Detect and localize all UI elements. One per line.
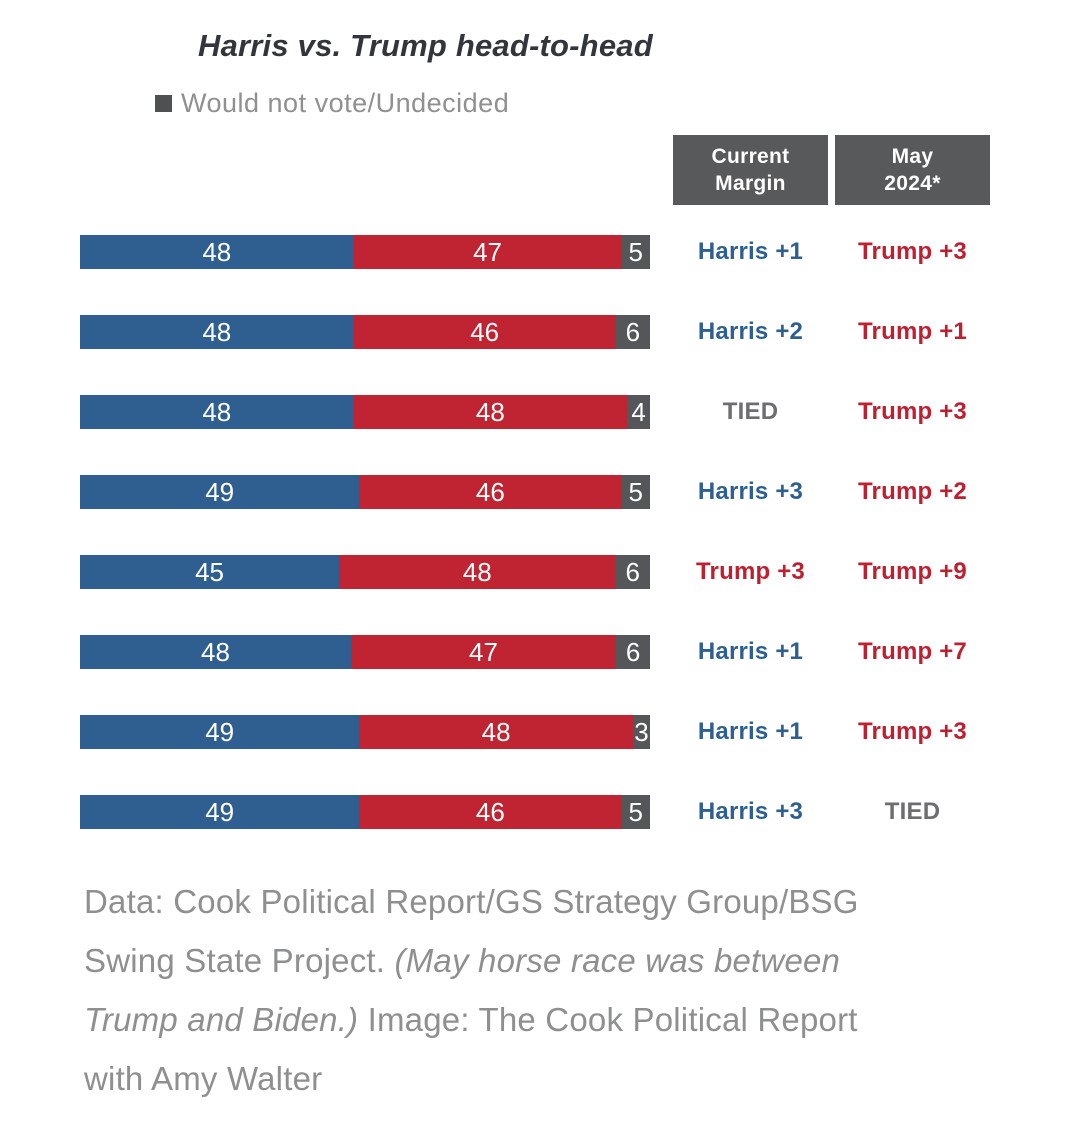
may-2024-value: Trump +9 xyxy=(858,558,967,585)
stacked-bar: 48 48 4 xyxy=(80,395,650,429)
harris-segment: 49 xyxy=(80,715,360,749)
stacked-bar: 49 48 3 xyxy=(80,715,650,749)
may-2024-value: Trump +1 xyxy=(858,318,967,345)
undecided-value: 5 xyxy=(628,236,643,267)
harris-value: 49 xyxy=(205,476,235,507)
footer-line: Data: Cook Political Report/GS Strategy … xyxy=(84,872,1044,931)
current-margin-value: Harris +3 xyxy=(697,798,804,825)
undecided-segment: 5 xyxy=(621,475,650,509)
trump-segment: 46 xyxy=(359,795,622,829)
column-header-current-margin: Current Margin xyxy=(673,135,828,205)
footer-run: (May horse race was between xyxy=(394,942,841,979)
stacked-bar: 49 46 5 xyxy=(80,475,650,509)
undecided-value: 5 xyxy=(628,796,643,827)
footer-run: Swing State Project. xyxy=(84,942,395,979)
footer-run: with Amy Walter xyxy=(84,1060,323,1097)
bar-row: 48 48 4 TIED Trump +3 xyxy=(0,372,1080,452)
current-margin-value: Trump +3 xyxy=(696,558,805,585)
trump-value: 48 xyxy=(481,716,511,747)
undecided-value: 6 xyxy=(625,556,640,587)
trump-segment: 47 xyxy=(353,235,622,269)
undecided-segment: 6 xyxy=(615,555,650,589)
undecided-segment: 5 xyxy=(621,795,650,829)
may-2024-value: Trump +3 xyxy=(858,718,967,745)
legend-label: Would not vote/Undecided xyxy=(181,88,510,118)
may-2024-value: TIED xyxy=(884,798,941,825)
may-2024-value: Trump +3 xyxy=(858,398,967,425)
bar-row: 49 46 5 Harris +3 Trump +2 xyxy=(0,452,1080,532)
bar-row: 48 47 6 Harris +1 Trump +7 xyxy=(0,612,1080,692)
bar-row: 48 46 6 Harris +2 Trump +1 xyxy=(0,292,1080,372)
harris-segment: 48 xyxy=(80,635,351,669)
trump-value: 46 xyxy=(470,316,500,347)
current-margin-value: Harris +1 xyxy=(697,238,804,265)
harris-segment: 45 xyxy=(80,555,340,589)
may-2024-value: Trump +3 xyxy=(858,238,967,265)
trump-value: 48 xyxy=(475,396,505,427)
trump-segment: 48 xyxy=(339,555,616,589)
stacked-bar: 48 47 5 xyxy=(80,235,650,269)
harris-value: 48 xyxy=(202,236,232,267)
trump-value: 46 xyxy=(475,476,505,507)
trump-segment: 48 xyxy=(353,395,628,429)
footer-run: Trump and Biden.) xyxy=(84,1001,359,1038)
stacked-bar: 49 46 5 xyxy=(80,795,650,829)
trump-segment: 48 xyxy=(359,715,633,749)
may-2024-value: Trump +2 xyxy=(858,478,967,505)
footer-run: Image: The Cook Political Report xyxy=(358,1001,858,1038)
footer-line: Trump and Biden.) Image: The Cook Politi… xyxy=(84,990,1044,1049)
stacked-bar: 45 48 6 xyxy=(80,555,650,589)
trump-value: 47 xyxy=(473,236,502,267)
column-header-may-2024: May 2024* xyxy=(835,135,990,205)
current-margin-value: Harris +2 xyxy=(697,318,804,345)
trump-segment: 46 xyxy=(353,315,616,349)
harris-value: 48 xyxy=(202,316,232,347)
footer-line: Swing State Project. (May horse race was… xyxy=(84,931,1044,990)
undecided-value: 6 xyxy=(625,316,641,347)
trump-segment: 47 xyxy=(350,635,617,669)
trump-segment: 46 xyxy=(359,475,622,509)
undecided-segment: 6 xyxy=(616,635,650,669)
undecided-value: 6 xyxy=(625,636,641,667)
footer-line: with Amy Walter xyxy=(84,1049,1044,1108)
current-margin-value: Harris +1 xyxy=(697,638,804,665)
harris-segment: 48 xyxy=(80,315,354,349)
chart-rows: 48 47 5 Harris +1 Trump +3 48 46 6 Harris +2 Trum… xyxy=(0,212,1080,852)
stacked-bar: 48 46 6 xyxy=(80,315,650,349)
harris-value: 45 xyxy=(195,556,224,587)
harris-segment: 48 xyxy=(80,395,354,429)
undecided-value: 5 xyxy=(628,476,643,507)
footer-run: Data: Cook Political Report/GS Strategy … xyxy=(84,883,859,920)
current-margin-value: Harris +3 xyxy=(697,478,804,505)
current-margin-value: Harris +1 xyxy=(697,718,804,745)
trump-value: 46 xyxy=(475,796,505,827)
legend-swatch-icon xyxy=(155,95,172,112)
undecided-value: 3 xyxy=(634,716,649,747)
trump-value: 47 xyxy=(469,636,498,667)
trump-value: 48 xyxy=(462,556,492,587)
bar-row: 49 46 5 Harris +3 TIED xyxy=(0,772,1080,852)
bar-row: 48 47 5 Harris +1 Trump +3 xyxy=(0,212,1080,292)
page-title: Harris vs. Trump head-to-head xyxy=(198,28,653,63)
harris-segment: 48 xyxy=(80,235,354,269)
harris-segment: 49 xyxy=(80,475,360,509)
undecided-value: 4 xyxy=(631,396,646,427)
undecided-segment: 6 xyxy=(615,315,650,349)
may-2024-value: Trump +7 xyxy=(858,638,967,665)
bar-row: 49 48 3 Harris +1 Trump +3 xyxy=(0,692,1080,772)
legend: Would not vote/Undecided xyxy=(155,88,509,119)
undecided-segment: 3 xyxy=(632,715,650,749)
current-margin-value: TIED xyxy=(722,398,779,425)
stacked-bar: 48 47 6 xyxy=(80,635,650,669)
harris-value: 49 xyxy=(205,796,235,827)
harris-value: 48 xyxy=(202,396,232,427)
undecided-segment: 5 xyxy=(621,235,650,269)
undecided-segment: 4 xyxy=(627,395,650,429)
harris-value: 48 xyxy=(200,636,230,667)
footer-text: Data: Cook Political Report/GS Strategy … xyxy=(84,872,1044,1108)
bar-row: 45 48 6 Trump +3 Trump +9 xyxy=(0,532,1080,612)
harris-value: 49 xyxy=(205,716,235,747)
harris-segment: 49 xyxy=(80,795,360,829)
